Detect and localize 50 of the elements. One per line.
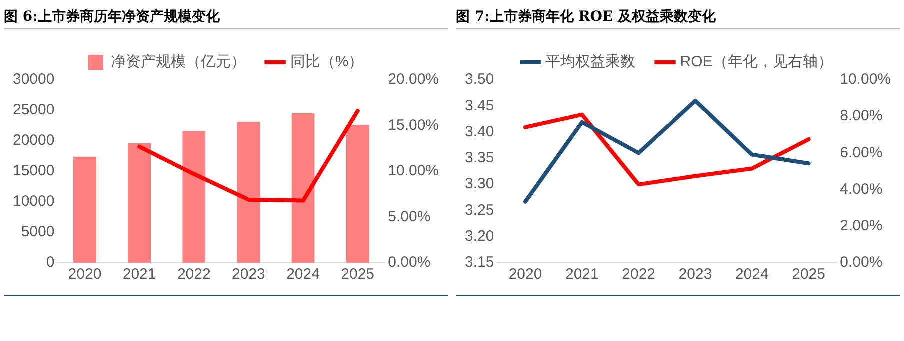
y-tick-label: 3.50 [464, 71, 494, 88]
y2-tick-label: 6.00% [840, 144, 883, 162]
y2-tick-label: 5.00% [388, 208, 431, 226]
x-tick-label: 2025 [792, 266, 826, 284]
x-tick-label: 2020 [68, 266, 102, 284]
y-tick-label: 25000 [12, 102, 55, 119]
y-tick-label: 3.15 [464, 254, 494, 272]
legend-label: 同比（%） [290, 54, 364, 71]
x-tick-label: 2022 [177, 266, 211, 284]
y2-tick-label: 2.00% [840, 218, 883, 235]
y-tick-label: 15000 [12, 162, 55, 180]
y-tick-label: 3.40 [464, 123, 494, 140]
bar [182, 131, 206, 263]
y-tick-label: 5000 [21, 224, 55, 241]
chart-title: 图 6:上市券商历年净资产规模变化 [4, 6, 448, 29]
x-tick-label: 2025 [341, 266, 375, 284]
y2-tick-label: 0.00% [840, 254, 883, 272]
bar [346, 125, 370, 263]
legend-label: 平均权益乘数 [546, 54, 636, 71]
x-tick-label: 2023 [678, 266, 712, 284]
y-tick-label: 30000 [12, 71, 55, 88]
y-tick-label: 3.30 [464, 176, 494, 193]
x-tick-label: 2023 [232, 266, 266, 284]
legend-label: 净资产规模（亿元） [110, 54, 246, 71]
bar [128, 143, 152, 263]
bar [292, 114, 315, 263]
chart-title: 图 7:上市券商年化 ROE 及权益乘数变化 [456, 6, 900, 29]
y-tick-label: 0 [46, 254, 55, 272]
y2-tick-label: 4.00% [840, 180, 883, 198]
y-tick-label: 3.35 [464, 150, 494, 167]
y2-tick-label: 10.00% [840, 71, 891, 88]
y2-tick-label: 0.00% [388, 254, 431, 272]
y-tick-label: 10000 [12, 193, 55, 210]
x-tick-label: 2024 [735, 266, 769, 284]
y-tick-label: 3.45 [464, 97, 494, 114]
bar [74, 156, 96, 263]
y-tick-label: 3.20 [464, 228, 494, 245]
y-tick-label: 3.25 [464, 202, 494, 219]
x-tick-label: 2021 [565, 266, 599, 284]
x-tick-label: 2024 [286, 266, 320, 284]
x-tick-label: 2022 [622, 266, 656, 284]
bar [237, 122, 260, 263]
x-tick-label: 2020 [508, 266, 542, 284]
y2-tick-label: 10.00% [388, 162, 439, 180]
legend-label: ROE（年化，见右轴） [680, 54, 833, 71]
y2-tick-label: 15.00% [388, 116, 439, 134]
y2-tick-label: 8.00% [840, 108, 883, 125]
x-tick-label: 2021 [122, 266, 156, 284]
y2-tick-label: 20.00% [388, 71, 439, 88]
y-tick-label: 20000 [12, 132, 55, 150]
